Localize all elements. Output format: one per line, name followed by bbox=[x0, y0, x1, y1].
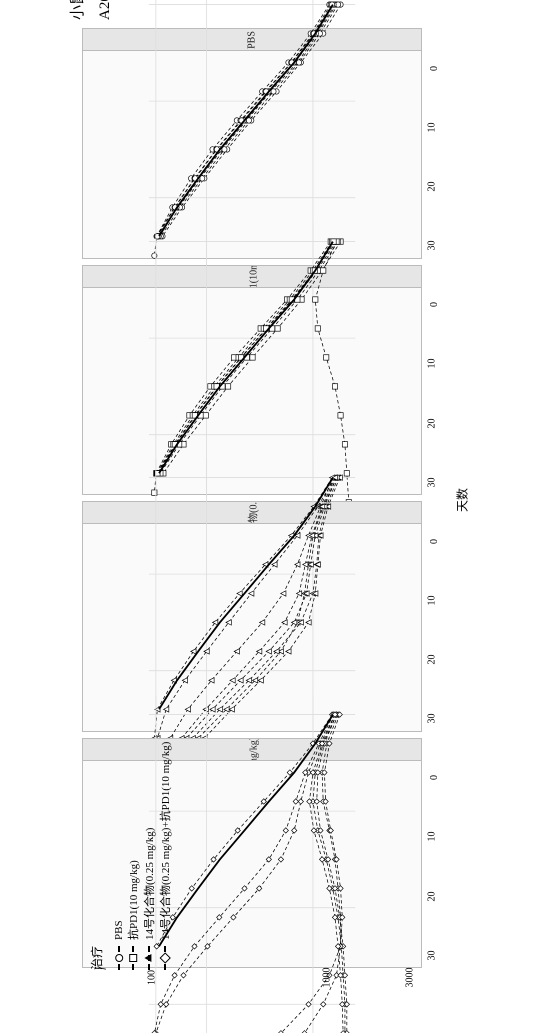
legend-label: 14号化合物(0.25 mg/kg) bbox=[141, 828, 157, 940]
legend-items: PBS抗PD1(10 mg/kg)14号化合物(0.25 mg/kg)14号化合… bbox=[113, 670, 173, 970]
y-tick-label: 3000 bbox=[405, 968, 416, 988]
legend-swatch bbox=[118, 946, 120, 970]
legend-item: 14号化合物(0.25 mg/kg) bbox=[141, 670, 157, 970]
x-tick-label: 0 bbox=[429, 302, 440, 307]
legend-item: 抗PD1(10 mg/kg) bbox=[125, 670, 141, 970]
y-tick-label: 100 bbox=[146, 970, 157, 985]
x-tick-label: 20 bbox=[427, 655, 438, 665]
chart-titles: 小鼠A20同源肿瘤模型中媒介物、14号化合物、抗mPD-1和组合的肿瘤生长曲线 … bbox=[66, 0, 114, 20]
x-tick-label: 10 bbox=[427, 595, 438, 605]
x-tick-label: 0 bbox=[429, 539, 440, 544]
x-tick-label: 30 bbox=[427, 241, 438, 251]
x-tick-label: 30 bbox=[427, 950, 438, 960]
x-tick-label: 20 bbox=[427, 182, 438, 192]
chart-title-main: 小鼠A20同源肿瘤模型中媒介物、14号化合物、抗mPD-1和组合的肿瘤生长曲线 bbox=[66, 0, 87, 20]
x-tick-label: 20 bbox=[427, 418, 438, 428]
legend-label: 抗PD1(10 mg/kg) bbox=[125, 860, 141, 940]
x-tick-label: 0 bbox=[429, 66, 440, 71]
x-axis-label: 天数 bbox=[454, 488, 471, 512]
y-tick-label: 1000 bbox=[321, 968, 332, 988]
legend-swatch bbox=[148, 946, 150, 970]
legend-swatch bbox=[164, 946, 166, 970]
legend-label: PBS bbox=[113, 920, 125, 940]
legend-swatch bbox=[132, 946, 134, 970]
x-tick-label: 30 bbox=[427, 477, 438, 487]
legend-item: PBS bbox=[113, 670, 125, 970]
chart-title-sub: A20，14号化合物0.25 mg/kg bbox=[93, 0, 114, 20]
legend-item: 14号化合物(0.25 mg/kg)+抗PD1(10 mg/kg) bbox=[157, 670, 173, 970]
legend-title: 治疗 bbox=[88, 670, 105, 970]
x-tick-label: 20 bbox=[427, 891, 438, 901]
x-tick-label: 0 bbox=[429, 775, 440, 780]
x-tick-label: 10 bbox=[427, 122, 438, 132]
legend: 治疗 PBS抗PD1(10 mg/kg)14号化合物(0.25 mg/kg)14… bbox=[88, 670, 173, 970]
x-tick-label: 10 bbox=[427, 359, 438, 369]
x-tick-label: 10 bbox=[427, 832, 438, 842]
legend-label: 14号化合物(0.25 mg/kg)+抗PD1(10 mg/kg) bbox=[157, 742, 173, 940]
x-tick-label: 30 bbox=[427, 714, 438, 724]
